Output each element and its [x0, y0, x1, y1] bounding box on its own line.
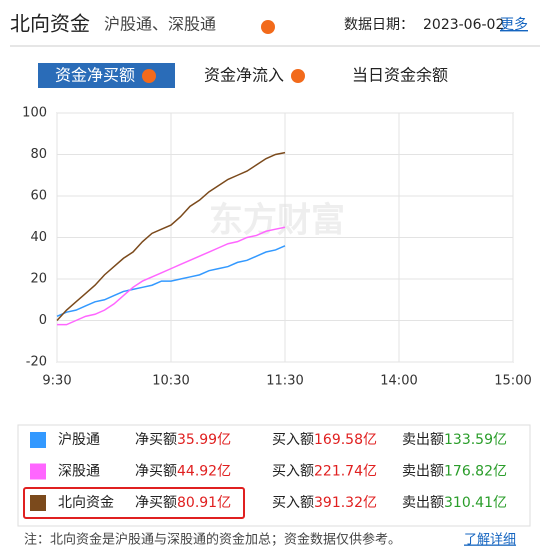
legend-swatch	[30, 463, 46, 480]
legend-label: 沪股通	[58, 432, 100, 448]
sell-value: 176.82亿	[444, 464, 507, 480]
title: 北向资金	[10, 12, 90, 36]
x-tick-label: 10:30	[152, 374, 189, 389]
x-tick-label: 14:00	[380, 374, 417, 389]
series-line	[56, 245, 286, 318]
date-label: 数据日期：	[344, 17, 414, 33]
x-tick-label: 15:00	[494, 374, 531, 389]
buy-label: 买入额	[272, 495, 314, 511]
sell-label: 卖出额	[402, 495, 444, 511]
net-label: 净买额	[135, 495, 177, 511]
help-icon[interactable]	[291, 69, 305, 83]
x-tick-label: 11:30	[266, 374, 303, 389]
legend-swatch	[30, 495, 46, 511]
y-tick-label: -20	[26, 355, 47, 370]
net-label: 净买额	[135, 432, 177, 448]
net-value: 80.91亿	[177, 495, 231, 511]
legend-swatch	[30, 432, 46, 448]
sell-label: 卖出额	[402, 432, 444, 448]
footnote: 注：北向资金是沪股通与深股通的资金加总；资金数据仅供参考。	[24, 532, 401, 548]
y-tick-label: 80	[30, 147, 47, 162]
help-icon[interactable]	[142, 69, 156, 83]
buy-value: 169.58亿	[314, 432, 377, 448]
more-link[interactable]: 更多	[500, 16, 528, 33]
table-frame	[17, 424, 531, 527]
subtitle: 沪股通、深股通	[104, 15, 216, 34]
watermark: 东方财富	[209, 201, 345, 241]
net-value: 44.92亿	[177, 464, 231, 480]
tab[interactable]: 当日资金余额	[352, 66, 448, 85]
buy-label: 买入额	[272, 432, 314, 448]
buy-value: 221.74亿	[314, 464, 377, 480]
x-tick-label: 9:30	[42, 374, 71, 389]
series-line	[56, 151, 286, 322]
tab[interactable]: 资金净买额	[55, 66, 135, 85]
sell-label: 卖出额	[402, 464, 444, 480]
net-value: 35.99亿	[177, 432, 231, 448]
net-label: 净买额	[135, 464, 177, 480]
y-tick-label: 40	[30, 230, 47, 245]
y-tick-label: 0	[39, 313, 47, 328]
date: 2023-06-02	[423, 17, 504, 33]
sell-value: 310.41亿	[444, 495, 507, 511]
y-tick-label: 60	[30, 189, 47, 204]
help-icon[interactable]	[261, 20, 275, 34]
buy-value: 391.32亿	[314, 495, 377, 511]
highlight-box	[23, 487, 245, 519]
sell-value: 133.59亿	[444, 432, 507, 448]
y-tick-label: 100	[22, 106, 47, 121]
tab[interactable]: 资金净流入	[204, 66, 284, 85]
series-line	[57, 226, 286, 326]
detail-link[interactable]: 了解详细	[464, 533, 516, 548]
buy-label: 买入额	[272, 464, 314, 480]
y-tick-label: 20	[30, 272, 47, 287]
legend-label: 北向资金	[58, 495, 114, 511]
legend-label: 深股通	[58, 464, 100, 480]
